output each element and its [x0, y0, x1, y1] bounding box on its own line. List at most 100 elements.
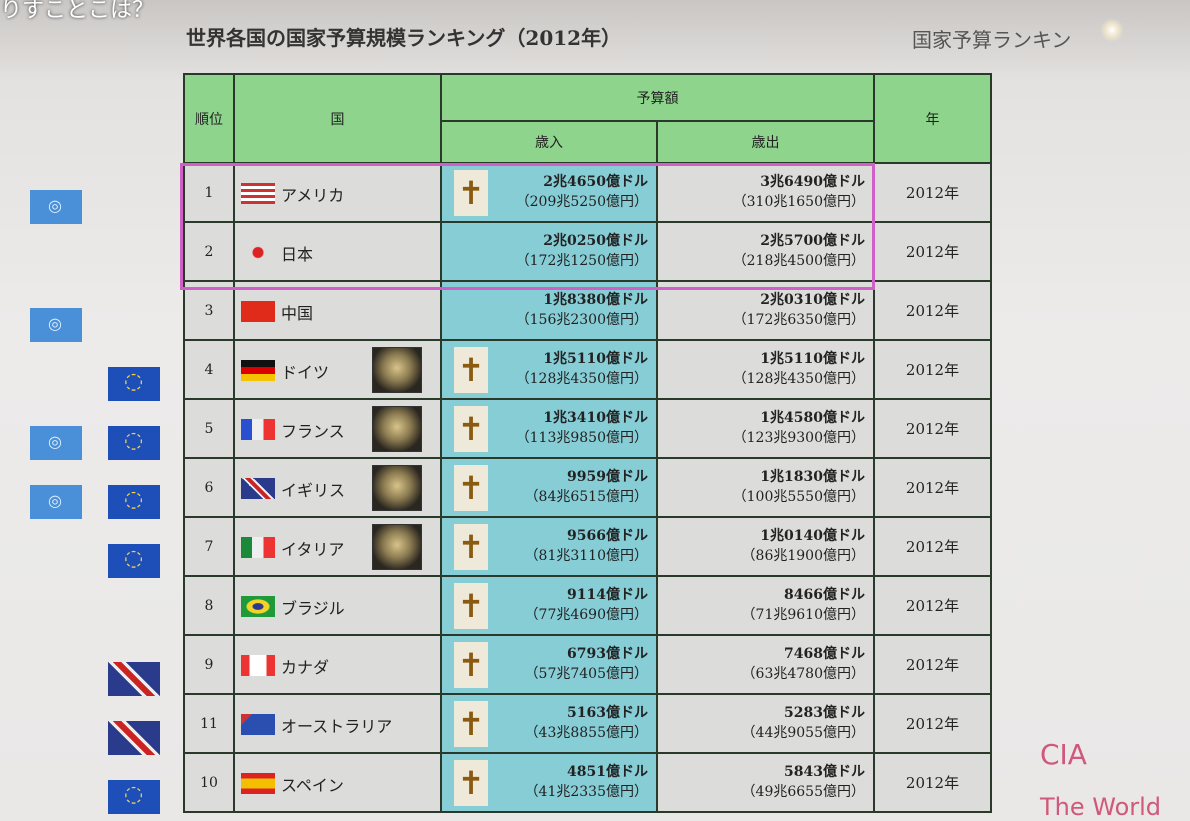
table-row: 2 日本 2兆0250億ドル （172兆1250億円） 2兆5700億ドル （218…	[183, 221, 992, 282]
table-row: 3 中国 1兆8380億ドル （156兆2300億円） 2兆0310億ドル （172…	[183, 280, 992, 341]
gb-flag-icon	[241, 478, 275, 499]
un-flag-icon	[30, 190, 82, 224]
revenue-jpy: （41兆2335億円）	[524, 784, 648, 800]
revenue-jpy: （43兆8855億円）	[524, 725, 648, 741]
country-name: ブラジル	[281, 599, 345, 618]
revenue-usd: 1兆3410億ドル	[543, 410, 648, 426]
expenditure-usd: 8466億ドル	[784, 587, 865, 603]
expenditure-usd: 2兆0310億ドル	[760, 292, 865, 308]
table-row: 9 カナダ ✝ 6793億ドル （57兆7405億円） 7468億ドル （63兆47…	[183, 634, 992, 695]
rank-cell: 5	[183, 398, 235, 459]
rank-cell: 10	[183, 752, 235, 813]
coat-of-arms-icon	[372, 524, 422, 570]
revenue-cell: ✝ 1兆3410億ドル （113兆9850億円）	[440, 398, 658, 459]
un-flag-icon	[30, 308, 82, 342]
expenditure-jpy: （172兆6350億円）	[732, 312, 865, 328]
rank-cell: 4	[183, 339, 235, 400]
rank-cell: 3	[183, 280, 235, 341]
revenue-cell: ✝ 5163億ドル （43兆8855億円）	[440, 693, 658, 754]
revenue-jpy: （209兆5250億円）	[515, 194, 648, 210]
revenue-jpy: （84兆6515億円）	[524, 489, 648, 505]
revenue-jpy: （81兆3110億円）	[524, 548, 648, 564]
country-cell: フランス	[233, 398, 442, 459]
table-row: 8 ブラジル ✝ 9114億ドル （77兆4690億円） 8466億ドル （71兆9…	[183, 575, 992, 636]
source-world: The World	[1040, 793, 1162, 821]
rank-cell: 8	[183, 575, 235, 636]
ca-flag-icon	[241, 655, 275, 676]
expenditure-usd: 1兆5110億ドル	[760, 351, 865, 367]
revenue-cell: ✝ 1兆5110億ドル （128兆4350億円）	[440, 339, 658, 400]
country-name: オーストラリア	[281, 717, 393, 736]
coat-of-arms-icon	[372, 406, 422, 452]
expenditure-cell: 8466億ドル （71兆9610億円）	[656, 575, 875, 636]
rank-cell: 7	[183, 516, 235, 577]
eu-flag-icon	[108, 426, 160, 460]
expenditure-cell: 7468億ドル （63兆4780億円）	[656, 634, 875, 695]
country-cell: カナダ	[233, 634, 442, 695]
revenue-cell: ✝ 9566億ドル （81兆3110億円）	[440, 516, 658, 577]
country-cell: ドイツ	[233, 339, 442, 400]
rank-cell: 6	[183, 457, 235, 518]
side-title: 国家予算ランキン	[912, 28, 1072, 52]
expenditure-jpy: （310兆1650億円）	[732, 194, 865, 210]
country-name: スペイン	[281, 776, 344, 795]
expenditure-jpy: （49兆6655億円）	[741, 784, 865, 800]
expenditure-jpy: （63兆4780億円）	[741, 666, 865, 682]
expenditure-usd: 2兆5700億ドル	[760, 233, 865, 249]
cross-icon: ✝	[454, 465, 488, 511]
year-cell: 2012年	[873, 339, 992, 400]
expenditure-jpy: （71兆9610億円）	[741, 607, 865, 623]
country-cell: オーストラリア	[233, 693, 442, 754]
revenue-cell: ✝ 4851億ドル （41兆2335億円）	[440, 752, 658, 813]
expenditure-jpy: （123兆9300億円）	[732, 430, 865, 446]
expenditure-cell: 2兆5700億ドル （218兆4500億円）	[656, 221, 875, 282]
country-name: フランス	[281, 422, 345, 441]
eu-flag-icon	[108, 544, 160, 578]
year-cell: 2012年	[873, 516, 992, 577]
table-row: 6 イギリス ✝ 9959億ドル （84兆6515億円） 1兆1830億ドル （10…	[183, 457, 992, 518]
light-glare	[1100, 18, 1124, 42]
eu-flag-icon	[108, 485, 160, 519]
header-revenue: 歳入	[440, 120, 658, 164]
br-flag-icon	[241, 596, 275, 617]
expenditure-usd: 1兆4580億ドル	[760, 410, 865, 426]
cn-flag-icon	[241, 301, 275, 322]
year-cell: 2012年	[873, 752, 992, 813]
table-row: 11 オーストラリア ✝ 5163億ドル （43兆8855億円） 5283億ドル （…	[183, 693, 992, 754]
expenditure-usd: 5283億ドル	[784, 705, 865, 721]
rank-cell: 2	[183, 221, 235, 282]
coat-of-arms-icon	[372, 347, 422, 393]
revenue-jpy: （113兆9850億円）	[515, 430, 648, 446]
country-cell: 中国	[233, 280, 442, 341]
expenditure-jpy: （44兆9055億円）	[741, 725, 865, 741]
table-row: 4 ドイツ ✝ 1兆5110億ドル （128兆4350億円） 1兆5110億ドル （…	[183, 339, 992, 400]
revenue-cell: 2兆0250億ドル （172兆1250億円）	[440, 221, 658, 282]
country-name: カナダ	[281, 658, 330, 677]
fr-flag-icon	[241, 419, 275, 440]
country-cell: イギリス	[233, 457, 442, 518]
it-flag-icon	[241, 537, 275, 558]
rank-cell: 11	[183, 693, 235, 754]
revenue-cell: 1兆8380億ドル （156兆2300億円）	[440, 280, 658, 341]
year-cell: 2012年	[873, 457, 992, 518]
eu-flag-icon	[108, 780, 160, 814]
country-name: 日本	[281, 245, 314, 264]
country-name: ドイツ	[281, 363, 330, 382]
country-name: イギリス	[281, 481, 346, 500]
table-row: 10 スペイン ✝ 4851億ドル （41兆2335億円） 5843億ドル （49兆…	[183, 752, 992, 813]
highlight-box	[180, 163, 875, 290]
de-flag-icon	[241, 360, 275, 381]
expenditure-usd: 1兆0140億ドル	[760, 528, 865, 544]
expenditure-jpy: （86兆1900億円）	[741, 548, 865, 564]
source-cia: CIA	[1040, 738, 1087, 771]
revenue-cell: ✝ 6793億ドル （57兆7405億円）	[440, 634, 658, 695]
us-flag-icon	[241, 183, 275, 204]
country-name: 中国	[281, 304, 314, 323]
expenditure-cell: 3兆6490億ドル （310兆1650億円）	[656, 162, 875, 223]
table-row: 5 フランス ✝ 1兆3410億ドル （113兆9850億円） 1兆4580億ドル…	[183, 398, 992, 459]
header-country: 国	[233, 73, 442, 164]
expenditure-usd: 3兆6490億ドル	[760, 174, 865, 190]
budget-table: 順位 国 予算額 年 歳入 歳出 1 アメリカ ✝ 2兆4650億ドル （209兆…	[183, 73, 992, 813]
expenditure-jpy: （100兆5550億円）	[732, 489, 865, 505]
cross-icon: ✝	[454, 760, 488, 806]
